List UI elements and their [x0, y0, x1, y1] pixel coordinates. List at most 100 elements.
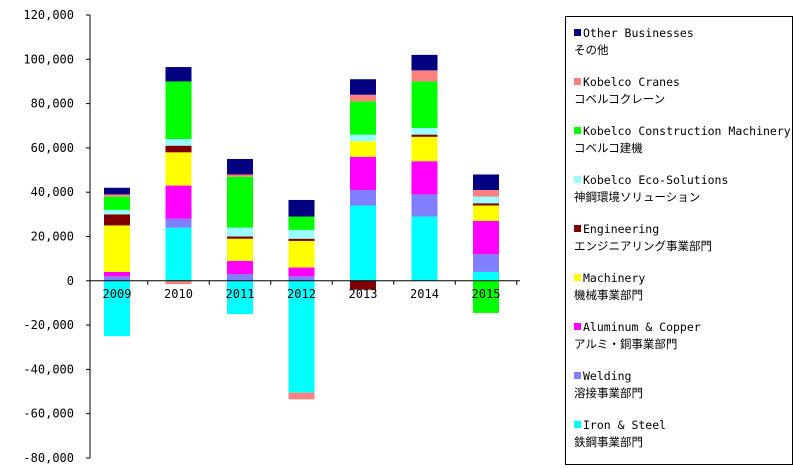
bar-segment [473, 203, 499, 206]
legend-item: Welding 溶接事業部門 [574, 368, 643, 402]
bar-segment [411, 81, 438, 128]
y-tick-label: -20,000 [23, 318, 74, 332]
bar-segment [288, 280, 315, 393]
bar-segment [288, 276, 315, 281]
bar-segment [227, 176, 253, 228]
legend-swatch [574, 274, 581, 281]
bar-segment [350, 101, 376, 135]
bar-segment [350, 134, 376, 142]
x-tick-label: 2010 [164, 287, 193, 301]
legend-label-ja: 溶接事業部門 [574, 386, 643, 400]
bar-segment [104, 276, 130, 281]
bar-segment [288, 392, 315, 400]
legend-label-en: Aluminum & Copper [583, 320, 701, 334]
legend-item: Other Businesses その他 [574, 25, 694, 59]
bar-segment [350, 205, 376, 281]
bar-segment [288, 267, 315, 277]
bar-segment [473, 189, 499, 197]
y-tick-label: 20,000 [31, 230, 74, 244]
bar-segment [411, 136, 438, 162]
legend-label-en: Iron & Steel [583, 418, 667, 432]
legend-swatch [574, 323, 581, 330]
y-tick-label: 40,000 [31, 185, 74, 199]
bar-segment [411, 216, 438, 281]
legend-label-en: Welding [583, 369, 632, 383]
bar-segment [104, 209, 130, 215]
bar-segment [350, 141, 376, 157]
bar-segment [165, 218, 192, 228]
bar-segment [411, 54, 438, 71]
legend-label-ja: 鉄鋼事業部門 [574, 435, 643, 449]
bar-segment [227, 236, 253, 239]
y-tick-label: 100,000 [23, 52, 74, 66]
legend-label-ja: その他 [574, 43, 609, 57]
bar-segment [227, 158, 253, 175]
bar-segment [104, 194, 130, 197]
bar-segment [165, 227, 192, 281]
axes-layer: 120,000 100,000 80,000 60,000 40,000 20,000 0 -… [23, 8, 520, 465]
bar-segment [227, 174, 253, 177]
bar-segment [227, 280, 253, 315]
bar-segment [165, 185, 192, 219]
legend-label-en: Kobelco Construction Machinery [583, 124, 791, 138]
legend-label-ja: アルミ・銅事業部門 [574, 337, 678, 351]
bars-layer [104, 54, 499, 400]
bar-segment [288, 229, 315, 239]
bar-segment [104, 214, 130, 226]
bar-segment [288, 238, 315, 241]
legend-item: Iron & Steel 鉄鋼事業部門 [574, 417, 666, 451]
x-tick-label: 2012 [287, 287, 316, 301]
bar-segment [473, 174, 499, 190]
legend-swatch [574, 78, 581, 85]
bar-segment [350, 156, 376, 190]
legend-label-en: Kobelco Eco-Solutions [583, 173, 729, 187]
bar-segment [165, 139, 192, 146]
legend-label-en: Engineering [583, 222, 660, 236]
bar-segment [288, 199, 315, 217]
y-tick-label: 0 [67, 274, 74, 288]
y-tick-label: -60,000 [23, 407, 74, 421]
legend-label-ja: 機械事業部門 [574, 288, 643, 302]
bar-segment [165, 145, 192, 153]
bar-segment [411, 127, 438, 135]
bar-segment [165, 67, 192, 82]
bar-segment [350, 94, 376, 102]
y-tick-label: -40,000 [23, 362, 74, 376]
bar-segment [227, 238, 253, 261]
bar-segment [411, 134, 438, 137]
y-tick-label: -80,000 [23, 451, 74, 465]
legend-label-en: Kobelco Cranes [583, 75, 680, 89]
x-tick-label: 2013 [349, 287, 378, 301]
bar-segment [104, 196, 130, 210]
legend-label-en: Other Businesses [583, 26, 694, 40]
bar-segment [473, 220, 499, 255]
legend-item: Engineering エンジニアリング事業部門 [574, 221, 712, 255]
bar-segment [473, 196, 499, 204]
x-tick-label: 2011 [226, 287, 255, 301]
bar-segment [411, 194, 438, 217]
bar-segment [227, 274, 253, 281]
bar-segment [411, 70, 438, 82]
y-tick-label: 60,000 [31, 141, 74, 155]
bar-segment [473, 205, 499, 221]
bar-segment [104, 280, 130, 337]
bar-segment [350, 280, 376, 290]
bar-segment [104, 187, 130, 195]
legend-label-ja: エンジニアリング事業部門 [574, 239, 712, 253]
bar-segment [350, 79, 376, 95]
bar-segment [473, 271, 499, 281]
legend-label-ja: コベルコクレーン [574, 92, 666, 106]
legend: Other Businesses その他 Kobelco Cranes コベルコクレー… [565, 16, 793, 465]
legend-swatch [574, 225, 581, 232]
legend-swatch [574, 421, 581, 428]
legend-item: Kobelco Cranes コベルコクレーン [574, 74, 680, 108]
bar-segment [473, 254, 499, 272]
legend-label-ja: コベルコ建機 [574, 141, 643, 155]
x-tick-label: 2015 [472, 287, 501, 301]
x-tick-label: 2009 [103, 287, 132, 301]
bar-segment [350, 189, 376, 206]
bar-segment [104, 225, 130, 272]
legend-label-ja: 神鋼環境ソリューション [574, 190, 701, 204]
bar-segment [104, 271, 130, 277]
